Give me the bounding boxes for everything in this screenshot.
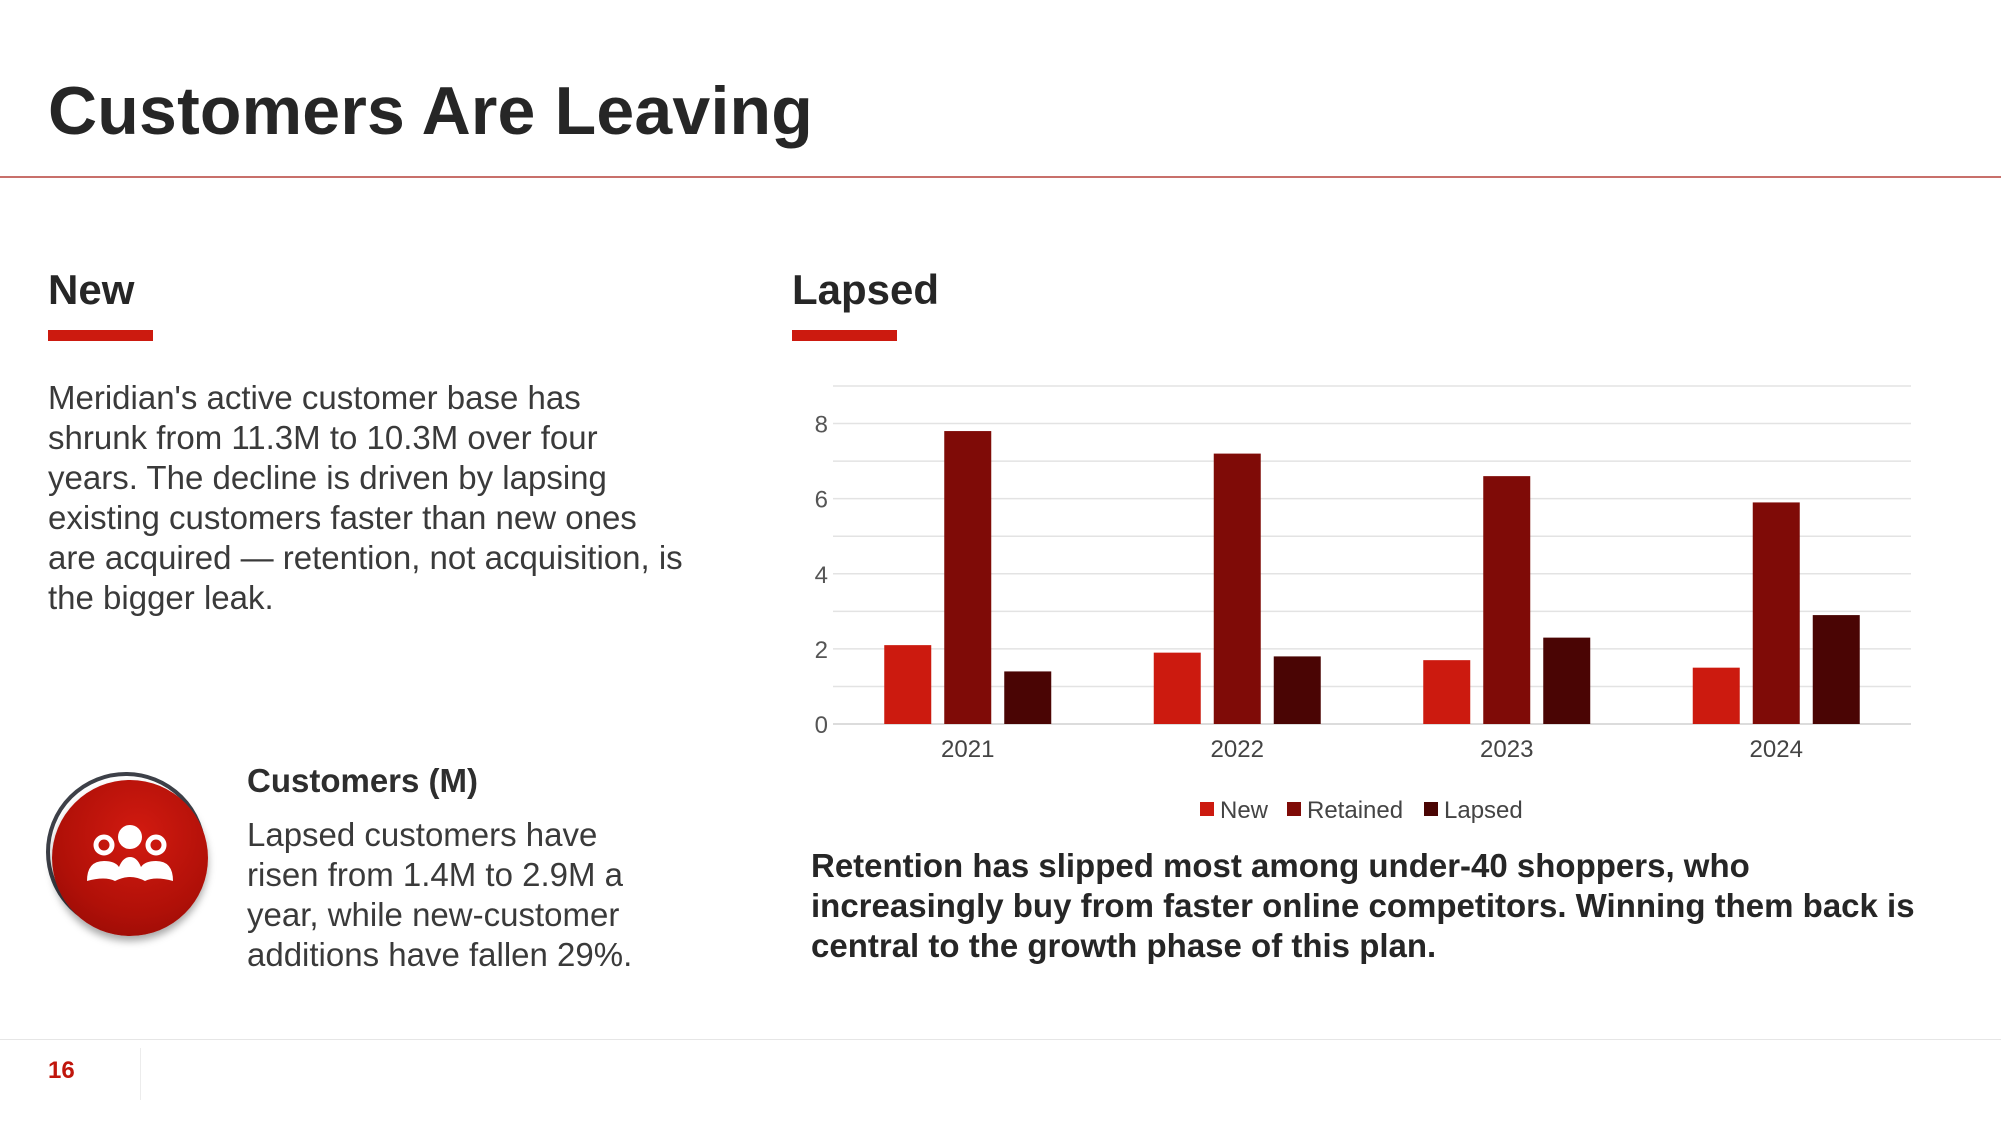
legend-label-new: New bbox=[1220, 797, 1269, 824]
y-tick-label: 6 bbox=[815, 487, 828, 514]
bar-lapsed-2022 bbox=[1273, 656, 1321, 724]
y-tick-label: 2 bbox=[815, 637, 828, 664]
stat-text: Lapsed customers have risen from 1.4M to… bbox=[247, 816, 633, 973]
customers-icon-badge bbox=[46, 770, 214, 938]
customers-bar-chart: 0 2 4 6 8 2021 2022 2023 2024 New Retained Lapsed bbox=[815, 385, 1911, 824]
stat-label: Customers (M) bbox=[247, 762, 479, 799]
slide-title: Customers Are Leaving bbox=[48, 73, 814, 149]
legend-label-lapsed: Lapsed bbox=[1444, 797, 1523, 824]
bar-new-2023 bbox=[1423, 660, 1471, 724]
bar-new-2022 bbox=[1153, 652, 1201, 724]
chart-x-ticks: 2021 2022 2023 2024 bbox=[941, 736, 1803, 763]
bar-retained-2023 bbox=[1483, 476, 1531, 724]
bar-new-2021 bbox=[884, 645, 932, 724]
footer-vertical-divider bbox=[140, 1048, 141, 1100]
page-number: 16 bbox=[48, 1057, 75, 1084]
people-group-glyph bbox=[87, 825, 173, 881]
chart-y-ticks: 0 2 4 6 8 bbox=[815, 412, 828, 739]
y-tick-label: 4 bbox=[815, 562, 828, 589]
footer-divider bbox=[0, 1039, 2001, 1040]
x-tick-label: 2024 bbox=[1750, 736, 1803, 763]
right-section-heading: Lapsed bbox=[792, 266, 940, 313]
bar-lapsed-2024 bbox=[1812, 615, 1860, 724]
legend-swatch-retained bbox=[1287, 802, 1301, 816]
bar-new-2024 bbox=[1692, 667, 1740, 724]
y-tick-label: 0 bbox=[815, 712, 828, 739]
bar-retained-2024 bbox=[1752, 502, 1800, 724]
people-group-icon bbox=[52, 780, 208, 936]
chart-caption: Retention has slipped most among under-4… bbox=[811, 847, 1915, 964]
left-body-text: Meridian's active customer base has shru… bbox=[48, 379, 683, 616]
bar-lapsed-2021 bbox=[1004, 671, 1052, 724]
x-tick-label: 2023 bbox=[1480, 736, 1533, 763]
chart-bars bbox=[884, 431, 1860, 724]
bar-retained-2021 bbox=[944, 431, 992, 724]
title-divider bbox=[0, 176, 2001, 178]
legend-swatch-lapsed bbox=[1424, 802, 1438, 816]
x-tick-label: 2022 bbox=[1211, 736, 1264, 763]
chart-legend: New Retained Lapsed bbox=[1200, 797, 1523, 824]
bar-retained-2022 bbox=[1213, 453, 1261, 724]
legend-label-retained: Retained bbox=[1307, 797, 1403, 824]
legend-swatch-new bbox=[1200, 802, 1214, 816]
x-tick-label: 2021 bbox=[941, 736, 994, 763]
bar-lapsed-2023 bbox=[1543, 637, 1591, 724]
right-heading-accent-bar bbox=[792, 330, 897, 341]
left-heading-accent-bar bbox=[48, 330, 153, 341]
left-section-heading: New bbox=[48, 266, 135, 313]
y-tick-label: 8 bbox=[815, 412, 828, 439]
chart-gridlines bbox=[833, 385, 1911, 725]
